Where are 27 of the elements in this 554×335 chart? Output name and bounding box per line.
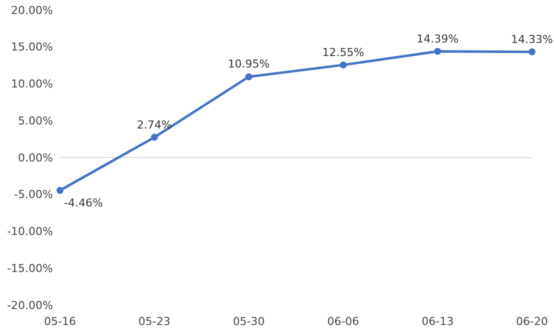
y-tick-label: 10.00% [11, 78, 53, 91]
data-label: 12.55% [322, 46, 364, 59]
point [56, 186, 64, 194]
x-tick-label: 06-06 [327, 315, 360, 328]
data-label: 10.95% [228, 58, 270, 71]
x-tick-label: 06-13 [422, 315, 454, 328]
point [340, 61, 347, 68]
y-tick-label: -5.00% [14, 188, 53, 202]
y-tick-label: 0.00% [18, 151, 53, 164]
data-label: 14.33% [511, 32, 553, 46]
y-tick-label: 5.00% [18, 114, 53, 128]
x-tick-label: 05-16 [44, 315, 76, 328]
x-tick-label: 05-30 [232, 315, 265, 328]
point [245, 73, 252, 80]
y-tick-label: -20.00% [7, 298, 53, 312]
y-tick-label: -10.00% [7, 225, 53, 238]
x-tick-label: 06-20 [516, 315, 548, 328]
y-tick-label: 15.00% [11, 40, 53, 54]
data-label: -4.46% [64, 196, 103, 210]
x-tick-label: 05-23 [138, 315, 170, 328]
data-label: 14.39% [416, 32, 459, 46]
point [528, 48, 536, 56]
y-tick-label: -15.00% [7, 262, 53, 275]
point [150, 134, 158, 141]
y-tick-label: 20.00% [11, 4, 53, 17]
data-label: 2.74% [136, 118, 172, 132]
point [434, 48, 442, 55]
